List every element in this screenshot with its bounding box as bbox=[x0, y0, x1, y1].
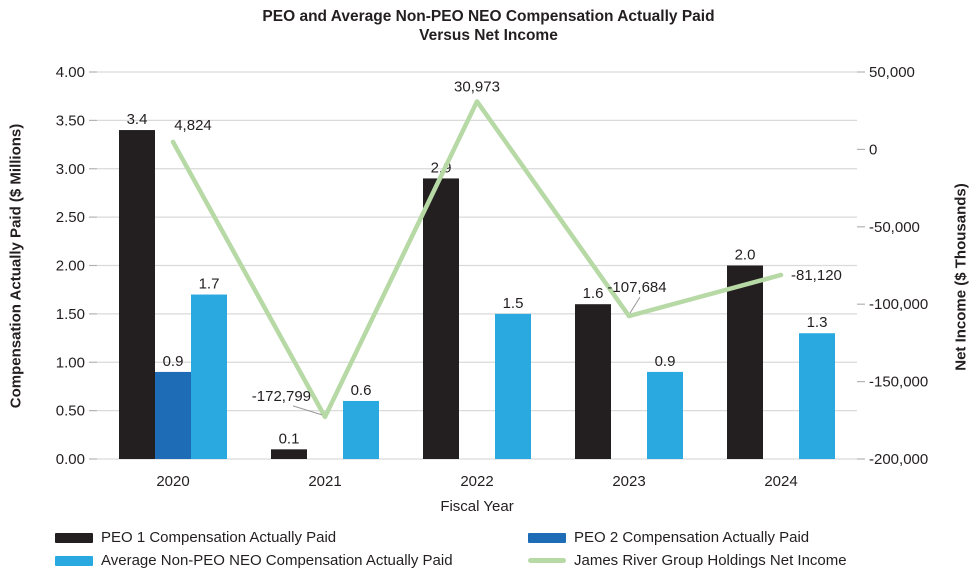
legend-item-avg: Average Non-PEO NEO Compensation Actuall… bbox=[55, 552, 528, 569]
left-axis-tick-label: 2.50 bbox=[56, 209, 85, 226]
label-leader-line bbox=[629, 296, 641, 314]
label-leader-line bbox=[292, 405, 323, 416]
right-axis-tick-label: -150,000 bbox=[869, 374, 928, 391]
bar-value-label: 2.0 bbox=[735, 247, 756, 264]
line-value-label: -81,120 bbox=[791, 267, 842, 284]
left-axis-tick-label: 1.00 bbox=[56, 354, 85, 371]
bar-value-label: 0.9 bbox=[655, 353, 676, 370]
x-axis-title: Fiscal Year bbox=[440, 498, 514, 515]
bar-value-label: 0.1 bbox=[279, 430, 300, 447]
bar-avg-2024 bbox=[799, 333, 835, 459]
x-axis-tick-label: 2023 bbox=[612, 473, 645, 490]
bar-avg-2020 bbox=[191, 294, 227, 459]
bar-peo1-2023 bbox=[575, 304, 611, 459]
right-axis-tick-label: 50,000 bbox=[869, 64, 915, 81]
x-axis-tick-label: 2020 bbox=[156, 473, 189, 490]
right-axis-tick-label: -50,000 bbox=[869, 219, 920, 236]
bar-value-label: 0.9 bbox=[163, 353, 184, 370]
left-axis-tick-label: 2.00 bbox=[56, 258, 85, 275]
bar-value-label: 1.5 bbox=[503, 295, 524, 312]
legend-item-label: PEO 2 Compensation Actually Paid bbox=[574, 529, 810, 546]
bar-value-label: 1.7 bbox=[199, 276, 220, 293]
bar-avg-2021 bbox=[343, 400, 379, 459]
legend-item-peo1: PEO 1 Compensation Actually Paid bbox=[55, 529, 528, 546]
legend-line-swatch bbox=[528, 558, 566, 563]
legend-item-label: James River Group Holdings Net Income bbox=[574, 552, 847, 569]
chart-legend: PEO 1 Compensation Actually Paid PEO 2 Co… bbox=[55, 529, 847, 569]
line-value-label: 4,824 bbox=[174, 117, 212, 134]
chart-plot-area: 0.000.501.001.502.002.503.003.504.00 50,0… bbox=[56, 64, 928, 490]
bar-peo2-2020 bbox=[155, 371, 191, 459]
x-axis-tick-label: 2021 bbox=[308, 473, 341, 490]
legend-item-peo2: PEO 2 Compensation Actually Paid bbox=[528, 529, 847, 546]
left-axis-title: Compensation Actually Paid ($ Millions) bbox=[7, 123, 25, 409]
left-axis-tick-label: 1.50 bbox=[56, 306, 85, 323]
x-axis-tick-label: 2024 bbox=[764, 473, 797, 490]
bar-avg-2023 bbox=[647, 371, 683, 459]
left-axis-tick-label: 4.00 bbox=[56, 64, 85, 81]
bar-value-label: 0.6 bbox=[351, 382, 372, 399]
bar-value-label: 1.3 bbox=[807, 314, 828, 331]
left-axis-tick-label: 3.00 bbox=[56, 161, 85, 178]
legend-item-label: PEO 1 Compensation Actually Paid bbox=[101, 529, 337, 546]
x-axis-tick-label: 2022 bbox=[460, 473, 493, 490]
right-axis-title: Net Income ($ Thousands) bbox=[952, 183, 970, 371]
left-axis-tick-label: 0.50 bbox=[56, 403, 85, 420]
legend-item-label: Average Non-PEO NEO Compensation Actuall… bbox=[101, 552, 453, 569]
chart-title: PEO and Average Non-PEO NEO Compensation… bbox=[0, 7, 977, 45]
bar-peo1-2022 bbox=[423, 178, 459, 460]
legend-item-net_income: James River Group Holdings Net Income bbox=[528, 552, 847, 569]
chart-title-line1: PEO and Average Non-PEO NEO Compensation… bbox=[262, 8, 715, 25]
legend-bar-swatch bbox=[55, 532, 93, 543]
right-axis-tick-label: 0 bbox=[869, 141, 877, 158]
legend-bar-swatch bbox=[528, 532, 566, 543]
bar-peo1-2020 bbox=[119, 130, 155, 460]
left-axis-tick-label: 3.50 bbox=[56, 112, 85, 129]
net-income-line bbox=[170, 99, 784, 420]
bar-avg-2022 bbox=[495, 313, 531, 459]
bar-value-label: 3.4 bbox=[127, 111, 148, 128]
line-value-label: -107,684 bbox=[607, 279, 666, 296]
bar-peo1-2024 bbox=[727, 265, 763, 459]
right-axis-tick-label: -100,000 bbox=[869, 296, 928, 313]
bar-peo1-2021 bbox=[271, 449, 307, 459]
line-value-label: 30,973 bbox=[454, 78, 500, 95]
legend-bar-swatch bbox=[55, 555, 93, 566]
bar-value-label: 1.6 bbox=[583, 285, 604, 302]
line-value-label: -172,799 bbox=[252, 388, 311, 405]
right-axis-tick-label: -200,000 bbox=[869, 451, 928, 468]
chart-title-line2: Versus Net Income bbox=[419, 27, 558, 44]
left-axis-tick-label: 0.00 bbox=[56, 451, 85, 468]
